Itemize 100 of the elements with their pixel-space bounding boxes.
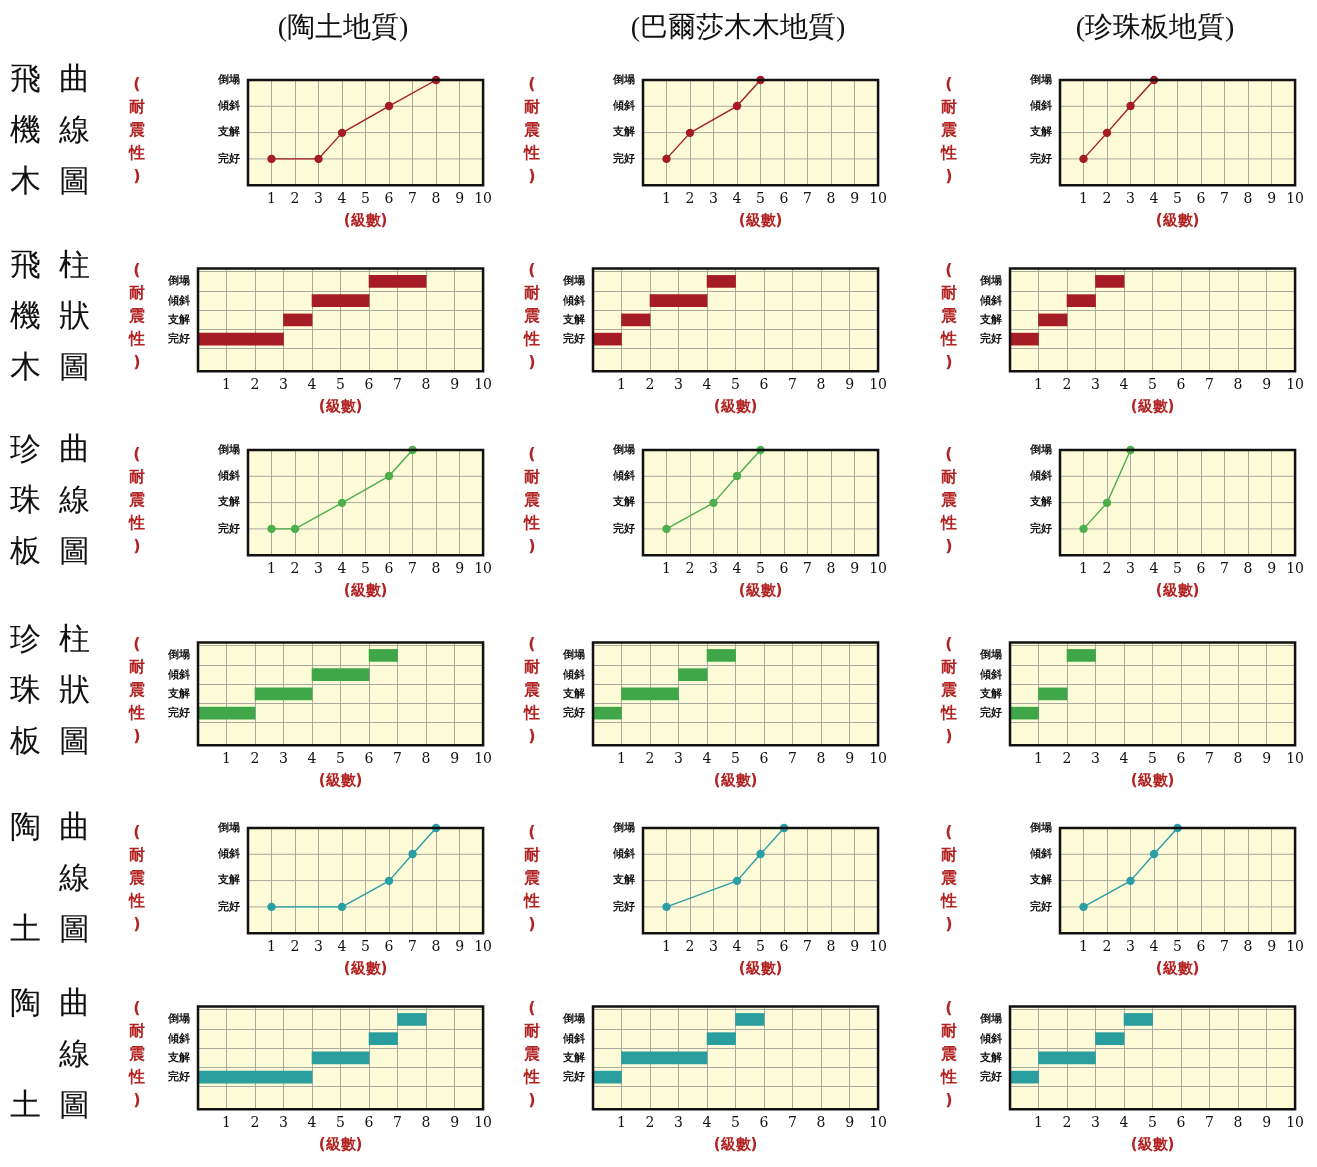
x-axis-title: (級數) xyxy=(318,396,363,415)
x-tick-label: 6 xyxy=(364,1114,374,1131)
point xyxy=(1126,101,1135,111)
x-tick-label: 9 xyxy=(450,750,460,767)
x-tick-label: 4 xyxy=(1119,376,1129,393)
y-tick-label: 支解 xyxy=(167,312,190,326)
chart-title: (珍珠板地質) xyxy=(1075,10,1235,44)
x-tick-label: 9 xyxy=(455,190,465,207)
bar xyxy=(1095,275,1125,288)
point xyxy=(685,128,695,138)
bar xyxy=(1038,1051,1096,1065)
x-tick-label: 6 xyxy=(364,376,374,393)
text: 倒塌 xyxy=(217,820,240,834)
bar xyxy=(1066,649,1096,662)
text: 珍珠板柱狀圖 xyxy=(10,620,90,758)
x-tick-label: 6 xyxy=(364,750,374,767)
y-axis-title: (耐震性) xyxy=(940,443,958,557)
y-axis-title: (耐震性) xyxy=(940,259,958,373)
x-tick-label: 3 xyxy=(674,376,683,393)
y-tick-label: 支解 xyxy=(979,1050,1002,1064)
x-tick-label: 9 xyxy=(450,376,460,393)
point xyxy=(1102,128,1112,138)
x-tick-label: 8 xyxy=(431,560,441,577)
bar xyxy=(368,1032,398,1045)
x-tick-label: 10 xyxy=(474,1114,493,1131)
text: 傾斜 xyxy=(217,847,240,861)
text: 陶土曲線圖 xyxy=(10,808,90,946)
x-tick-label: 7 xyxy=(408,190,418,207)
x-tick-label: 8 xyxy=(1233,750,1243,767)
bar xyxy=(1038,687,1068,701)
x-tick-label: 4 xyxy=(1149,938,1159,955)
text: 傾斜 xyxy=(1029,847,1052,861)
y-tick-label: 倒塌 xyxy=(167,274,190,288)
bar xyxy=(621,687,679,701)
text: 完好 xyxy=(218,521,240,535)
x-tick-label: 9 xyxy=(1262,750,1272,767)
x-tick-label: 7 xyxy=(393,1114,403,1131)
bar xyxy=(1095,1032,1125,1045)
x-tick-label: 6 xyxy=(779,190,789,207)
x-tick-label: 9 xyxy=(845,376,855,393)
x-axis-title: (級數) xyxy=(343,580,388,599)
text: 支解 xyxy=(612,873,635,887)
text: 傾斜 xyxy=(1029,99,1052,113)
x-tick-label: 8 xyxy=(421,750,431,767)
x-tick-label: 5 xyxy=(336,1114,346,1131)
bar xyxy=(592,706,622,720)
text: 倒塌 xyxy=(217,72,240,86)
x-tick-label: 5 xyxy=(1148,1114,1158,1131)
x-tick-label: 4 xyxy=(337,560,347,577)
x-tick-label: 2 xyxy=(1102,190,1112,207)
x-tick-label: 4 xyxy=(337,938,347,955)
x-tick-label: 1 xyxy=(267,938,276,955)
x-tick-label: 7 xyxy=(788,376,798,393)
x-tick-label: 6 xyxy=(384,560,394,577)
text: 倒塌 xyxy=(217,442,240,456)
text: 飛機木曲線圖 xyxy=(10,60,90,198)
x-tick-label: 2 xyxy=(290,560,300,577)
point xyxy=(290,524,300,534)
bar xyxy=(368,649,398,662)
x-axis-title: (級數) xyxy=(738,580,783,599)
x-tick-label: 7 xyxy=(803,190,813,207)
text: 倒塌 xyxy=(1029,442,1052,456)
x-tick-label: 1 xyxy=(222,750,231,767)
x-tick-label: 9 xyxy=(845,1114,855,1131)
x-tick-label: 5 xyxy=(361,190,371,207)
bar xyxy=(592,332,622,346)
y-axis-title: (耐震性) xyxy=(523,821,541,935)
x-tick-label: 1 xyxy=(222,376,231,393)
y-axis-title: (耐震性) xyxy=(128,443,146,557)
y-tick-label: 倒塌 xyxy=(167,648,190,662)
y-tick-label: 支解 xyxy=(562,686,585,700)
x-tick-label: 10 xyxy=(869,376,888,393)
x-tick-label: 4 xyxy=(1119,750,1129,767)
x-tick-label: 8 xyxy=(421,376,431,393)
x-tick-label: 6 xyxy=(384,190,394,207)
x-tick-label: 2 xyxy=(645,1114,655,1131)
x-tick-label: 10 xyxy=(474,750,493,767)
x-tick-label: 3 xyxy=(674,1114,683,1131)
x-tick-label: 5 xyxy=(1173,938,1183,955)
x-axis-title: (級數) xyxy=(343,958,388,977)
y-tick-label: 完好 xyxy=(980,706,1002,719)
y-tick-label: 支解 xyxy=(562,312,585,326)
bar xyxy=(706,1032,736,1045)
x-tick-label: 4 xyxy=(702,1114,712,1131)
point xyxy=(267,524,276,534)
text: 珍珠板曲線圖 xyxy=(10,430,90,568)
x-tick-label: 8 xyxy=(826,938,836,955)
x-tick-label: 1 xyxy=(662,560,671,577)
x-tick-label: 1 xyxy=(662,190,671,207)
y-tick-label: 支解 xyxy=(167,686,190,700)
y-axis-title: (耐震性) xyxy=(940,997,958,1111)
x-tick-label: 8 xyxy=(1233,1114,1243,1131)
x-tick-label: 1 xyxy=(1034,1114,1043,1131)
x-tick-label: 3 xyxy=(709,190,718,207)
point xyxy=(267,154,276,164)
text: 完好 xyxy=(1030,151,1052,165)
x-tick-label: 8 xyxy=(816,376,826,393)
point xyxy=(1079,902,1088,912)
x-tick-label: 1 xyxy=(617,750,626,767)
x-tick-label: 1 xyxy=(267,190,276,207)
